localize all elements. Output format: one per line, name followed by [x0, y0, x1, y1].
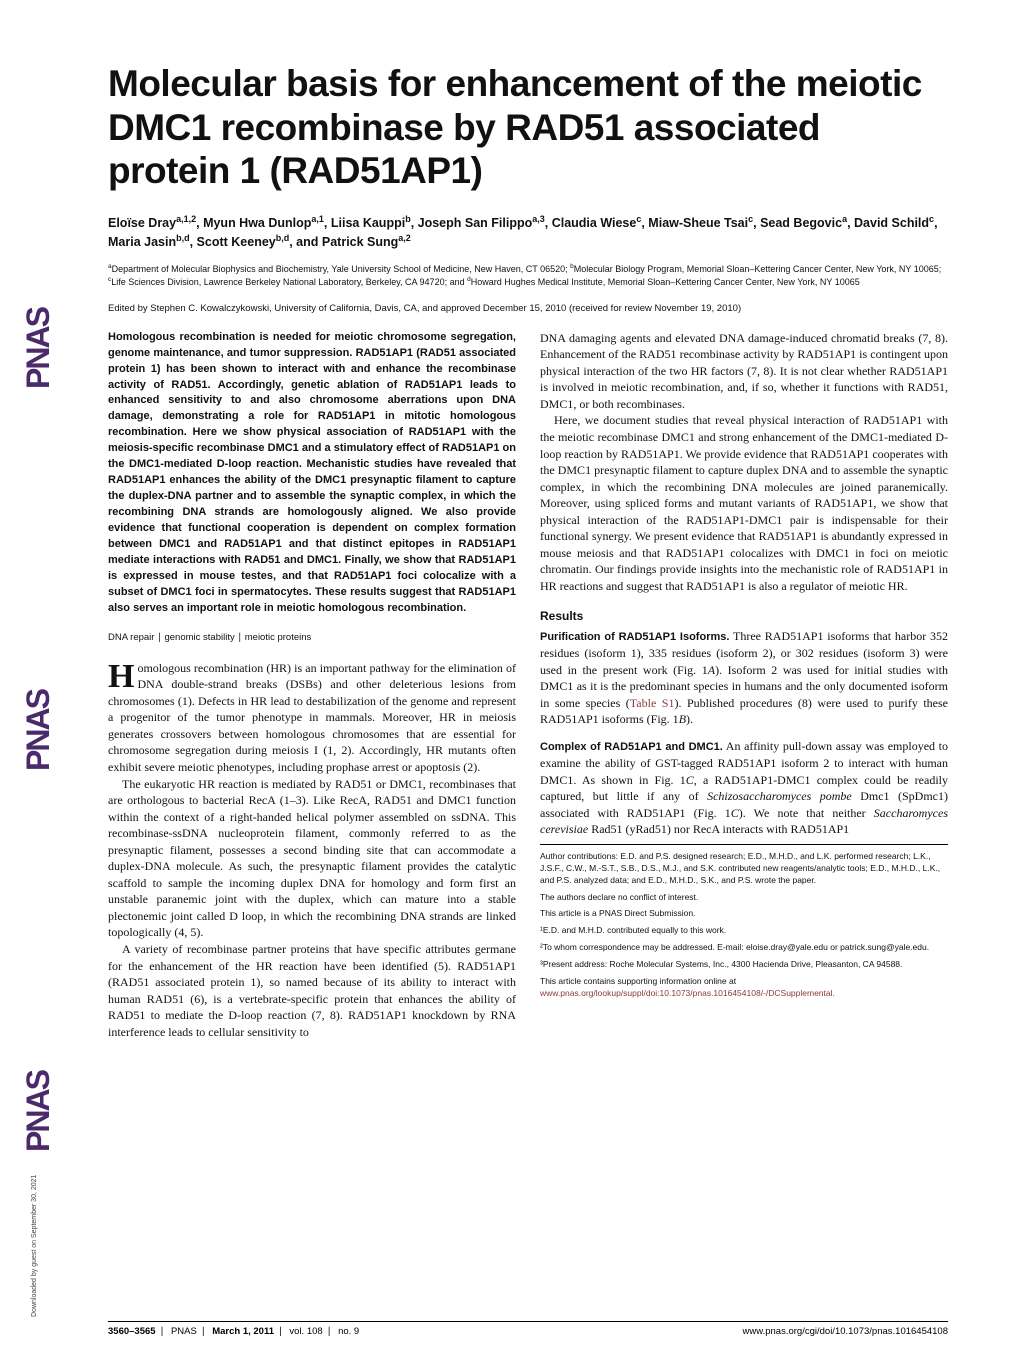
results-sub2: Complex of RAD51AP1 and DMC1. An affinit… — [540, 738, 948, 838]
present-address: ³Present address: Roche Molecular System… — [540, 959, 948, 971]
results-sub1-body: Three RAD51AP1 isoforms that harbor 352 … — [540, 629, 948, 726]
keywords: DNA repair ∣ genomic stability ∣ meiotic… — [108, 631, 516, 644]
supp-link[interactable]: www.pnas.org/lookup/suppl/doi:10.1073/pn… — [540, 988, 835, 998]
abstract: Homologous recombination is needed for m… — [108, 330, 516, 617]
results-heading: Results — [540, 608, 948, 625]
downloaded-note: Downloaded by guest on September 30, 202… — [31, 1175, 38, 1317]
footer-notes: Author contributions: E.D. and P.S. desi… — [540, 844, 948, 1000]
pnas-sidebar: PNAS PNAS PNAS — [12, 330, 64, 1130]
pnas-logo: PNAS — [20, 308, 57, 389]
pnas-logo: PNAS — [20, 690, 57, 771]
intro-para-2: The eukaryotic HR reaction is mediated b… — [108, 776, 516, 941]
intro-para-3: A variety of recombinase partner protein… — [108, 941, 516, 1040]
two-column-body: Homologous recombination is needed for m… — [108, 330, 948, 1041]
intro-para-1: Homologous recombination (HR) is an impo… — [108, 660, 516, 776]
author-contributions: Author contributions: E.D. and P.S. desi… — [540, 851, 948, 887]
article-title: Molecular basis for enhancement of the m… — [108, 62, 948, 193]
supporting-info: This article contains supporting informa… — [540, 976, 948, 1000]
results-sub2-head: Complex of RAD51AP1 and DMC1. — [540, 741, 723, 753]
pnas-logo: PNAS — [20, 1071, 57, 1152]
direct-submission: This article is a PNAS Direct Submission… — [540, 908, 948, 920]
correspondence: ²To whom correspondence may be addressed… — [540, 942, 948, 954]
results-sub1: Purification of RAD51AP1 Isoforms. Three… — [540, 628, 948, 728]
results-sub2-body: An affinity pull-down assay was employed… — [540, 739, 948, 836]
authors: Eloïse Draya,1,2, Myun Hwa Dunlopa,1, Li… — [108, 213, 948, 252]
edited-by: Edited by Stephen C. Kowalczykowski, Uni… — [108, 303, 948, 314]
page-footer-doi: www.pnas.org/cgi/doi/10.1073/pnas.101645… — [743, 1326, 948, 1337]
intro-para-5: Here, we document studies that reveal ph… — [540, 412, 948, 594]
conflict-statement: The authors declare no conflict of inter… — [540, 892, 948, 904]
affiliations: aDepartment of Molecular Biophysics and … — [108, 262, 948, 289]
results-sub1-head: Purification of RAD51AP1 Isoforms. — [540, 631, 729, 643]
intro-para-4: DNA damaging agents and elevated DNA dam… — [540, 330, 948, 413]
page-footer-left: 3560–3565∣ PNAS∣ March 1, 2011∣ vol. 108… — [108, 1326, 359, 1337]
equal-contribution: ¹E.D. and M.H.D. contributed equally to … — [540, 925, 948, 937]
page-footer: 3560–3565∣ PNAS∣ March 1, 2011∣ vol. 108… — [108, 1321, 948, 1337]
